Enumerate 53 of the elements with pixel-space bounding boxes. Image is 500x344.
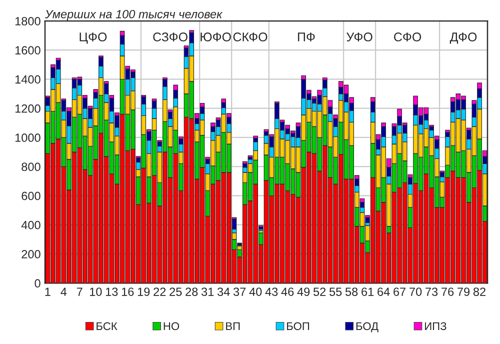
y-tick-label: 800 — [22, 162, 40, 172]
y-tick-label: 200 — [22, 250, 40, 258]
chart-title: Умерших на 100 тысяч человек — [44, 10, 223, 21]
x-tick-label: 70 — [410, 288, 422, 296]
annotation: ЦФО — [80, 32, 107, 44]
y-tick-label: 600 — [22, 192, 40, 200]
x-tick-label: 10 — [90, 288, 102, 296]
x-tick-label: 55 — [329, 288, 342, 296]
annotation: УФО — [346, 32, 372, 42]
y-tick-label: 1000 — [15, 134, 40, 142]
x-tick-label: 40 — [249, 288, 262, 296]
x-tick-label: 79 — [458, 288, 470, 296]
y-tick-label: 400 — [21, 220, 40, 230]
x-tick-label: 58 — [345, 288, 358, 296]
legend-label: ВП — [226, 322, 240, 330]
y-tick-label: 0 — [34, 279, 40, 288]
annotation: ЮФО — [200, 32, 231, 42]
x-tick-label: 4 — [60, 288, 67, 296]
x-tick-label: 49 — [297, 288, 310, 296]
y-tick-label: 1800 — [15, 17, 40, 26]
legend-label: БСК — [96, 322, 118, 330]
x-tick-label: 31 — [201, 288, 214, 296]
legend-label: БОД — [356, 322, 378, 332]
x-tick-label: 25 — [170, 288, 182, 296]
x-tick-label: 43 — [265, 288, 278, 296]
x-tick-label: 67 — [394, 288, 406, 296]
x-tick-label: 76 — [442, 288, 454, 296]
x-tick-label: 13 — [106, 288, 118, 296]
x-tick-label: 64 — [378, 288, 390, 296]
x-tick-label: 22 — [154, 288, 166, 296]
annotation: ДФО — [450, 32, 477, 44]
legend-label: НО — [164, 322, 180, 330]
x-tick-label: 46 — [281, 288, 294, 296]
x-tick-label: 28 — [186, 288, 198, 296]
y-tick-label: 1400 — [15, 75, 40, 84]
annotation: ПФ — [298, 32, 315, 42]
legend-label: БОП — [287, 322, 310, 330]
legend-label: ИПЗ — [425, 322, 446, 330]
x-tick-label: 82 — [473, 288, 486, 296]
y-tick-label: 1600 — [15, 46, 40, 55]
x-tick-label: 16 — [122, 288, 134, 296]
x-tick-label: 1 — [45, 288, 50, 296]
annotation: СЗФО — [153, 32, 188, 42]
x-tick-label: 34 — [217, 288, 230, 296]
x-tick-label: 19 — [138, 288, 150, 296]
y-tick-label: 1200 — [15, 104, 40, 113]
x-tick-label: 37 — [233, 288, 246, 296]
annotation: СФО — [394, 32, 422, 42]
x-tick-label: 7 — [76, 288, 82, 296]
x-tick-label: 61 — [362, 288, 374, 296]
x-tick-label: 73 — [426, 288, 438, 296]
x-tick-label: 52 — [313, 288, 326, 296]
annotation: СКФО — [233, 32, 268, 42]
